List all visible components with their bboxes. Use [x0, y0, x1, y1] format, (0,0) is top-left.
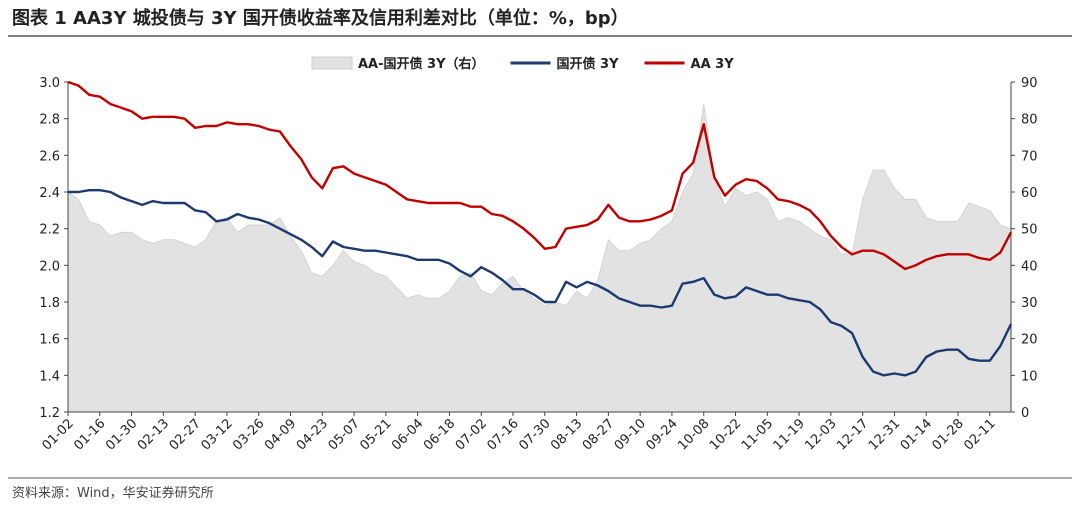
y-tick-label: 2.2 — [39, 223, 60, 238]
y2-tick-label: 0 — [1021, 406, 1029, 421]
x-tick-label: 01-16 — [71, 416, 108, 453]
x-tick-label: 09-24 — [643, 416, 680, 453]
chart-title: 图表 1 AA3Y 城投债与 3Y 国开债收益率及信用利差对比（单位：%，bp） — [12, 7, 629, 29]
series-line — [67, 80, 1013, 271]
x-tick-label: 08-13 — [548, 416, 585, 453]
x-tick-label: 12-31 — [866, 416, 903, 453]
y2-tick-label: 80 — [1021, 113, 1038, 128]
x-tick-label: 04-23 — [294, 416, 331, 453]
x-tick-label: 02-13 — [135, 416, 172, 453]
x-tick-label: 12-03 — [802, 416, 839, 453]
x-tick-label: 04-09 — [262, 416, 299, 453]
y2-tick-label: 40 — [1021, 259, 1038, 274]
legend-label: AA-国开债 3Y（右） — [358, 56, 485, 72]
y-tick-label: 1.4 — [39, 369, 60, 384]
y-tick-label: 2.0 — [39, 259, 60, 274]
y2-tick-label: 10 — [1021, 369, 1038, 384]
x-tick-label: 01-30 — [103, 416, 140, 453]
x-tick-label: 01-28 — [930, 416, 967, 453]
x-tick-label: 07-02 — [453, 416, 490, 453]
x-tick-label: 03-12 — [198, 416, 235, 453]
x-tick-label: 10-22 — [707, 416, 744, 453]
y-tick-label: 2.4 — [39, 186, 60, 201]
y2-tick-label: 90 — [1021, 76, 1038, 91]
x-tick-label: 11-05 — [739, 416, 776, 453]
x-tick-label: 05-21 — [357, 416, 394, 453]
y-tick-label: 3.0 — [39, 76, 60, 91]
y2-tick-label: 60 — [1021, 186, 1038, 201]
x-tick-label: 07-16 — [485, 416, 522, 453]
x-tick-label: 01-02 — [40, 416, 77, 453]
y-tick-label: 2.8 — [39, 113, 60, 128]
y-tick-label: 1.8 — [39, 296, 60, 311]
y-tick-label: 1.2 — [39, 406, 60, 421]
x-tick-label: 05-07 — [326, 416, 363, 453]
legend-swatch — [311, 56, 353, 70]
x-tick-label: 01-14 — [898, 416, 935, 453]
x-tick-label: 06-18 — [421, 416, 458, 453]
series-line — [68, 188, 1013, 377]
y2-tick-label: 50 — [1021, 223, 1038, 238]
x-tick-label: 09-10 — [612, 416, 649, 453]
y2-tick-label: 70 — [1021, 149, 1038, 164]
x-tick-label: 12-17 — [834, 416, 871, 453]
source-note: 资料来源：Wind，华安证券研究所 — [12, 485, 214, 501]
x-tick-label: 03-26 — [230, 416, 267, 453]
legend-label: AA 3Y — [691, 57, 735, 72]
x-tick-label: 02-11 — [961, 416, 998, 453]
y-tick-label: 1.6 — [39, 333, 60, 348]
x-tick-label: 06-04 — [389, 416, 426, 453]
y2-tick-label: 30 — [1021, 296, 1038, 311]
x-tick-label: 11-19 — [771, 416, 808, 453]
x-tick-label: 10-08 — [675, 416, 712, 453]
legend-label: 国开债 3Y — [557, 56, 620, 72]
x-tick-label: 08-27 — [580, 416, 617, 453]
x-tick-label: 02-27 — [167, 416, 204, 453]
y2-tick-label: 20 — [1021, 333, 1038, 348]
x-tick-label: 07-30 — [516, 416, 553, 453]
y-tick-label: 2.6 — [39, 149, 60, 164]
